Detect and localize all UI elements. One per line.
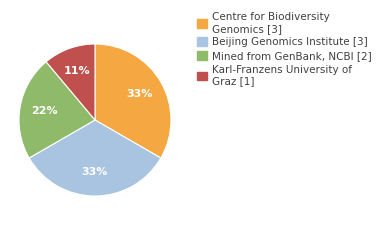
Text: 11%: 11% xyxy=(64,66,91,76)
Text: 33%: 33% xyxy=(82,167,108,177)
Legend: Centre for Biodiversity
Genomics [3], Beijing Genomics Institute [3], Mined from: Centre for Biodiversity Genomics [3], Be… xyxy=(195,10,374,88)
Wedge shape xyxy=(19,62,95,158)
Wedge shape xyxy=(46,44,95,120)
Text: 22%: 22% xyxy=(31,106,57,116)
Wedge shape xyxy=(95,44,171,158)
Wedge shape xyxy=(29,120,161,196)
Text: 33%: 33% xyxy=(127,89,153,99)
